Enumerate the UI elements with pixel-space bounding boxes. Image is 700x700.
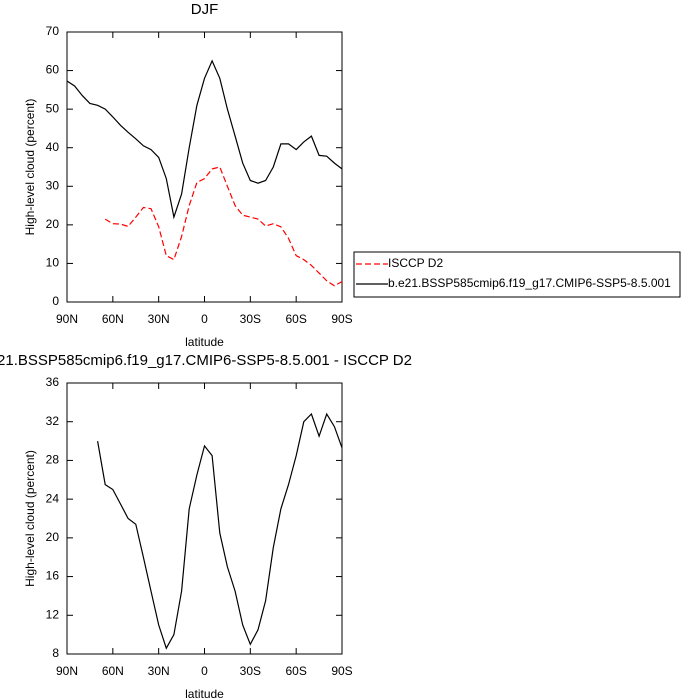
x-tick-label: 60S <box>285 664 306 678</box>
y-tick-label: 40 <box>46 140 60 154</box>
x-tick-label: 30S <box>240 664 261 678</box>
y-tick-label: 20 <box>46 217 60 231</box>
x-axis-label: latitude <box>185 335 224 349</box>
x-tick-label: 90S <box>331 664 352 678</box>
x-tick-label: 30N <box>148 664 170 678</box>
y-tick-label: 8 <box>52 646 59 660</box>
y-tick-label: 70 <box>46 24 60 38</box>
data-line <box>97 412 343 650</box>
y-tick-label: 0 <box>52 294 59 308</box>
y-tick-label: 50 <box>46 101 60 115</box>
x-tick-label: 0 <box>201 312 208 326</box>
data-line <box>104 166 343 287</box>
legend-box <box>353 251 681 298</box>
chart-title: 21.BSSP585cmip6.f19_g17.CMIP6-SSP5-8.5.0… <box>0 352 412 369</box>
y-tick-label: 32 <box>46 414 60 428</box>
y-tick-label: 20 <box>46 530 60 544</box>
y-tick-label: 28 <box>46 453 60 467</box>
y-tick-label: 12 <box>46 607 60 621</box>
y-tick-label: 36 <box>46 375 60 389</box>
x-tick-label: 60S <box>285 312 306 326</box>
x-tick-label: 60N <box>102 312 124 326</box>
legend-label: b.e21.BSSP585cmip6.f19_g17.CMIP6-SSP5-8.… <box>388 276 671 290</box>
legend-label: ISCCP D2 <box>388 256 443 270</box>
x-tick-label: 30N <box>148 312 170 326</box>
y-axis-label: High-level cloud (percent) <box>23 99 37 236</box>
x-tick-label: 60N <box>102 664 124 678</box>
plot-frame <box>66 31 343 303</box>
y-tick-label: 16 <box>46 569 60 583</box>
y-tick-label: 10 <box>46 256 60 270</box>
chart-title: DJF <box>191 1 219 18</box>
x-tick-label: 90N <box>56 312 78 326</box>
y-tick-label: 24 <box>46 491 60 505</box>
plot-frame <box>66 382 343 655</box>
data-line <box>66 59 343 220</box>
x-tick-label: 90N <box>56 664 78 678</box>
x-axis-label: latitude <box>185 687 224 700</box>
y-tick-label: 60 <box>46 63 60 77</box>
y-tick-label: 30 <box>46 178 60 192</box>
y-axis-label: High-level cloud (percent) <box>23 450 37 587</box>
x-tick-label: 90S <box>331 312 352 326</box>
x-tick-label: 30S <box>240 312 261 326</box>
x-tick-label: 0 <box>201 664 208 678</box>
